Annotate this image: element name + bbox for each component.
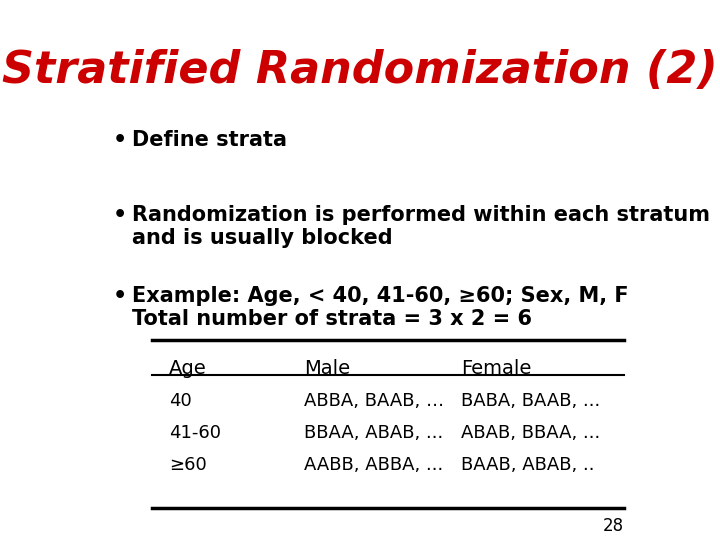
Text: AABB, ABBA, ...: AABB, ABBA, ...	[304, 456, 443, 474]
Text: 41-60: 41-60	[168, 424, 221, 442]
Text: •: •	[112, 205, 127, 225]
Text: ABAB, BBAA, ...: ABAB, BBAA, ...	[462, 424, 600, 442]
Text: 40: 40	[168, 392, 192, 409]
Text: Stratified Randomization (2): Stratified Randomization (2)	[2, 49, 718, 92]
Text: 28: 28	[603, 517, 624, 535]
Text: BAAB, ABAB, ..: BAAB, ABAB, ..	[462, 456, 595, 474]
Text: Randomization is performed within each stratum
and is usually blocked: Randomization is performed within each s…	[132, 205, 711, 248]
Text: ABBA, BAAB, …: ABBA, BAAB, …	[304, 392, 444, 409]
Text: Age: Age	[168, 359, 207, 378]
Text: •: •	[112, 286, 127, 306]
Text: BABA, BAAB, ...: BABA, BAAB, ...	[462, 392, 600, 409]
Text: BBAA, ABAB, ...: BBAA, ABAB, ...	[304, 424, 443, 442]
Text: ≥60: ≥60	[168, 456, 207, 474]
Text: •: •	[112, 130, 127, 150]
Text: Male: Male	[304, 359, 350, 378]
Text: Define strata: Define strata	[132, 130, 287, 150]
Text: Female: Female	[462, 359, 531, 378]
Text: Example: Age, < 40, 41-60, ≥60; Sex, M, F
Total number of strata = 3 x 2 = 6: Example: Age, < 40, 41-60, ≥60; Sex, M, …	[132, 286, 629, 329]
